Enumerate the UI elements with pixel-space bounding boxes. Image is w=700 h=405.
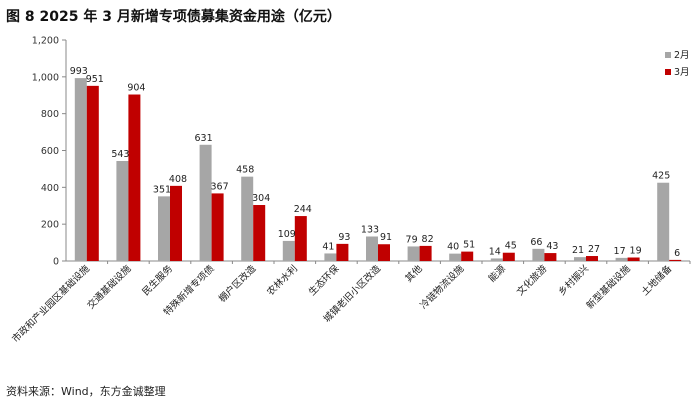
bar-feb xyxy=(324,253,337,261)
data-label-feb: 40 xyxy=(447,242,459,253)
chart-legend: 2月 3月 xyxy=(665,50,690,78)
category-label: 棚户区改造 xyxy=(216,262,258,304)
y-tick-label: 1,200 xyxy=(32,36,59,47)
bar-feb xyxy=(199,144,212,261)
data-label-feb: 425 xyxy=(652,171,670,182)
data-label-mar: 45 xyxy=(505,241,517,252)
data-label-feb: 993 xyxy=(70,66,88,77)
bar-mar xyxy=(211,193,224,261)
bar-feb xyxy=(574,257,586,261)
bar-mar xyxy=(170,185,182,261)
bar-mar xyxy=(128,94,141,261)
data-label-feb: 21 xyxy=(572,245,584,256)
bar-mar xyxy=(378,244,390,261)
category-label: 乡村振兴 xyxy=(556,263,591,298)
data-label-mar: 93 xyxy=(338,232,350,243)
figure-title: 图 8 2025 年 3 月新增专项债募集资金用途（亿元） xyxy=(6,9,341,25)
data-label-feb: 543 xyxy=(111,149,129,160)
data-label-mar: 244 xyxy=(294,204,312,215)
category-label: 市政和产业园区基础设施 xyxy=(10,262,93,345)
data-label-feb: 351 xyxy=(153,184,171,195)
category-label: 文化旅游 xyxy=(514,262,550,298)
data-label-mar: 19 xyxy=(630,246,642,257)
data-label-mar: 51 xyxy=(463,240,475,251)
data-label-mar: 82 xyxy=(422,234,434,245)
category-label: 新型基础设施 xyxy=(584,262,633,311)
data-label-mar: 367 xyxy=(211,181,229,192)
data-label-mar: 6 xyxy=(674,248,680,259)
bar-feb xyxy=(490,258,503,261)
bar-feb xyxy=(615,257,628,261)
category-label: 其他 xyxy=(403,262,425,284)
data-label-mar: 904 xyxy=(127,83,145,94)
source-note: 资料来源：Wind，东方金诚整理 xyxy=(6,385,166,398)
bar-mar xyxy=(669,259,682,261)
category-label: 冷链物流设施 xyxy=(418,262,467,311)
bar-feb xyxy=(282,240,295,261)
data-label-feb: 631 xyxy=(195,133,213,144)
bar-mar xyxy=(294,216,307,261)
legend-label-feb: 2月 xyxy=(674,50,690,61)
chart-bars xyxy=(74,78,682,261)
bar-mar xyxy=(627,257,640,261)
legend-label-mar: 3月 xyxy=(674,67,690,78)
data-label-feb: 41 xyxy=(322,241,334,252)
bar-mar xyxy=(461,251,474,261)
bar-feb xyxy=(74,78,87,261)
data-label-mar: 304 xyxy=(252,193,270,204)
bar-feb xyxy=(449,253,462,261)
data-label-mar: 27 xyxy=(588,244,600,255)
bar-mar xyxy=(586,256,598,261)
data-label-feb: 66 xyxy=(530,237,542,248)
data-label-mar: 951 xyxy=(86,74,104,85)
bar-feb xyxy=(532,248,545,261)
y-tick-label: 200 xyxy=(41,220,59,231)
y-tick-label: 800 xyxy=(41,109,59,120)
category-label: 能源 xyxy=(486,262,508,284)
bar-feb xyxy=(158,196,170,261)
bar-feb xyxy=(241,176,254,261)
legend-swatch-feb xyxy=(665,52,671,58)
data-label-feb: 79 xyxy=(406,234,418,245)
bar-mar xyxy=(336,243,349,261)
category-label: 生态环保 xyxy=(306,262,342,298)
legend-swatch-mar xyxy=(665,69,671,75)
bar-feb xyxy=(657,182,670,261)
data-label-feb: 17 xyxy=(614,246,626,257)
data-label-feb: 458 xyxy=(236,165,254,176)
y-tick-label: 0 xyxy=(53,257,59,268)
data-label-feb: 109 xyxy=(278,229,296,240)
bar-feb xyxy=(407,246,420,261)
data-label-feb: 133 xyxy=(361,225,379,236)
bar-mar xyxy=(419,245,432,261)
y-tick-label: 600 xyxy=(41,146,59,157)
data-label-feb: 14 xyxy=(489,246,501,257)
bar-mar xyxy=(502,252,515,261)
bar-mar xyxy=(253,205,266,261)
bar-mar xyxy=(86,85,99,261)
bar-feb xyxy=(366,236,378,261)
category-label: 民生服务 xyxy=(140,262,176,298)
y-tick-label: 1,000 xyxy=(32,72,59,83)
category-label: 农林水利 xyxy=(265,263,300,298)
y-tick-label: 400 xyxy=(41,183,59,194)
data-label-mar: 43 xyxy=(546,241,558,252)
category-label: 交通基础设施 xyxy=(85,262,134,311)
bar-feb xyxy=(116,160,129,261)
data-label-mar: 91 xyxy=(380,232,392,243)
bar-mar xyxy=(544,253,557,261)
category-label: 土地储备 xyxy=(639,262,675,298)
data-label-mar: 408 xyxy=(169,174,187,185)
